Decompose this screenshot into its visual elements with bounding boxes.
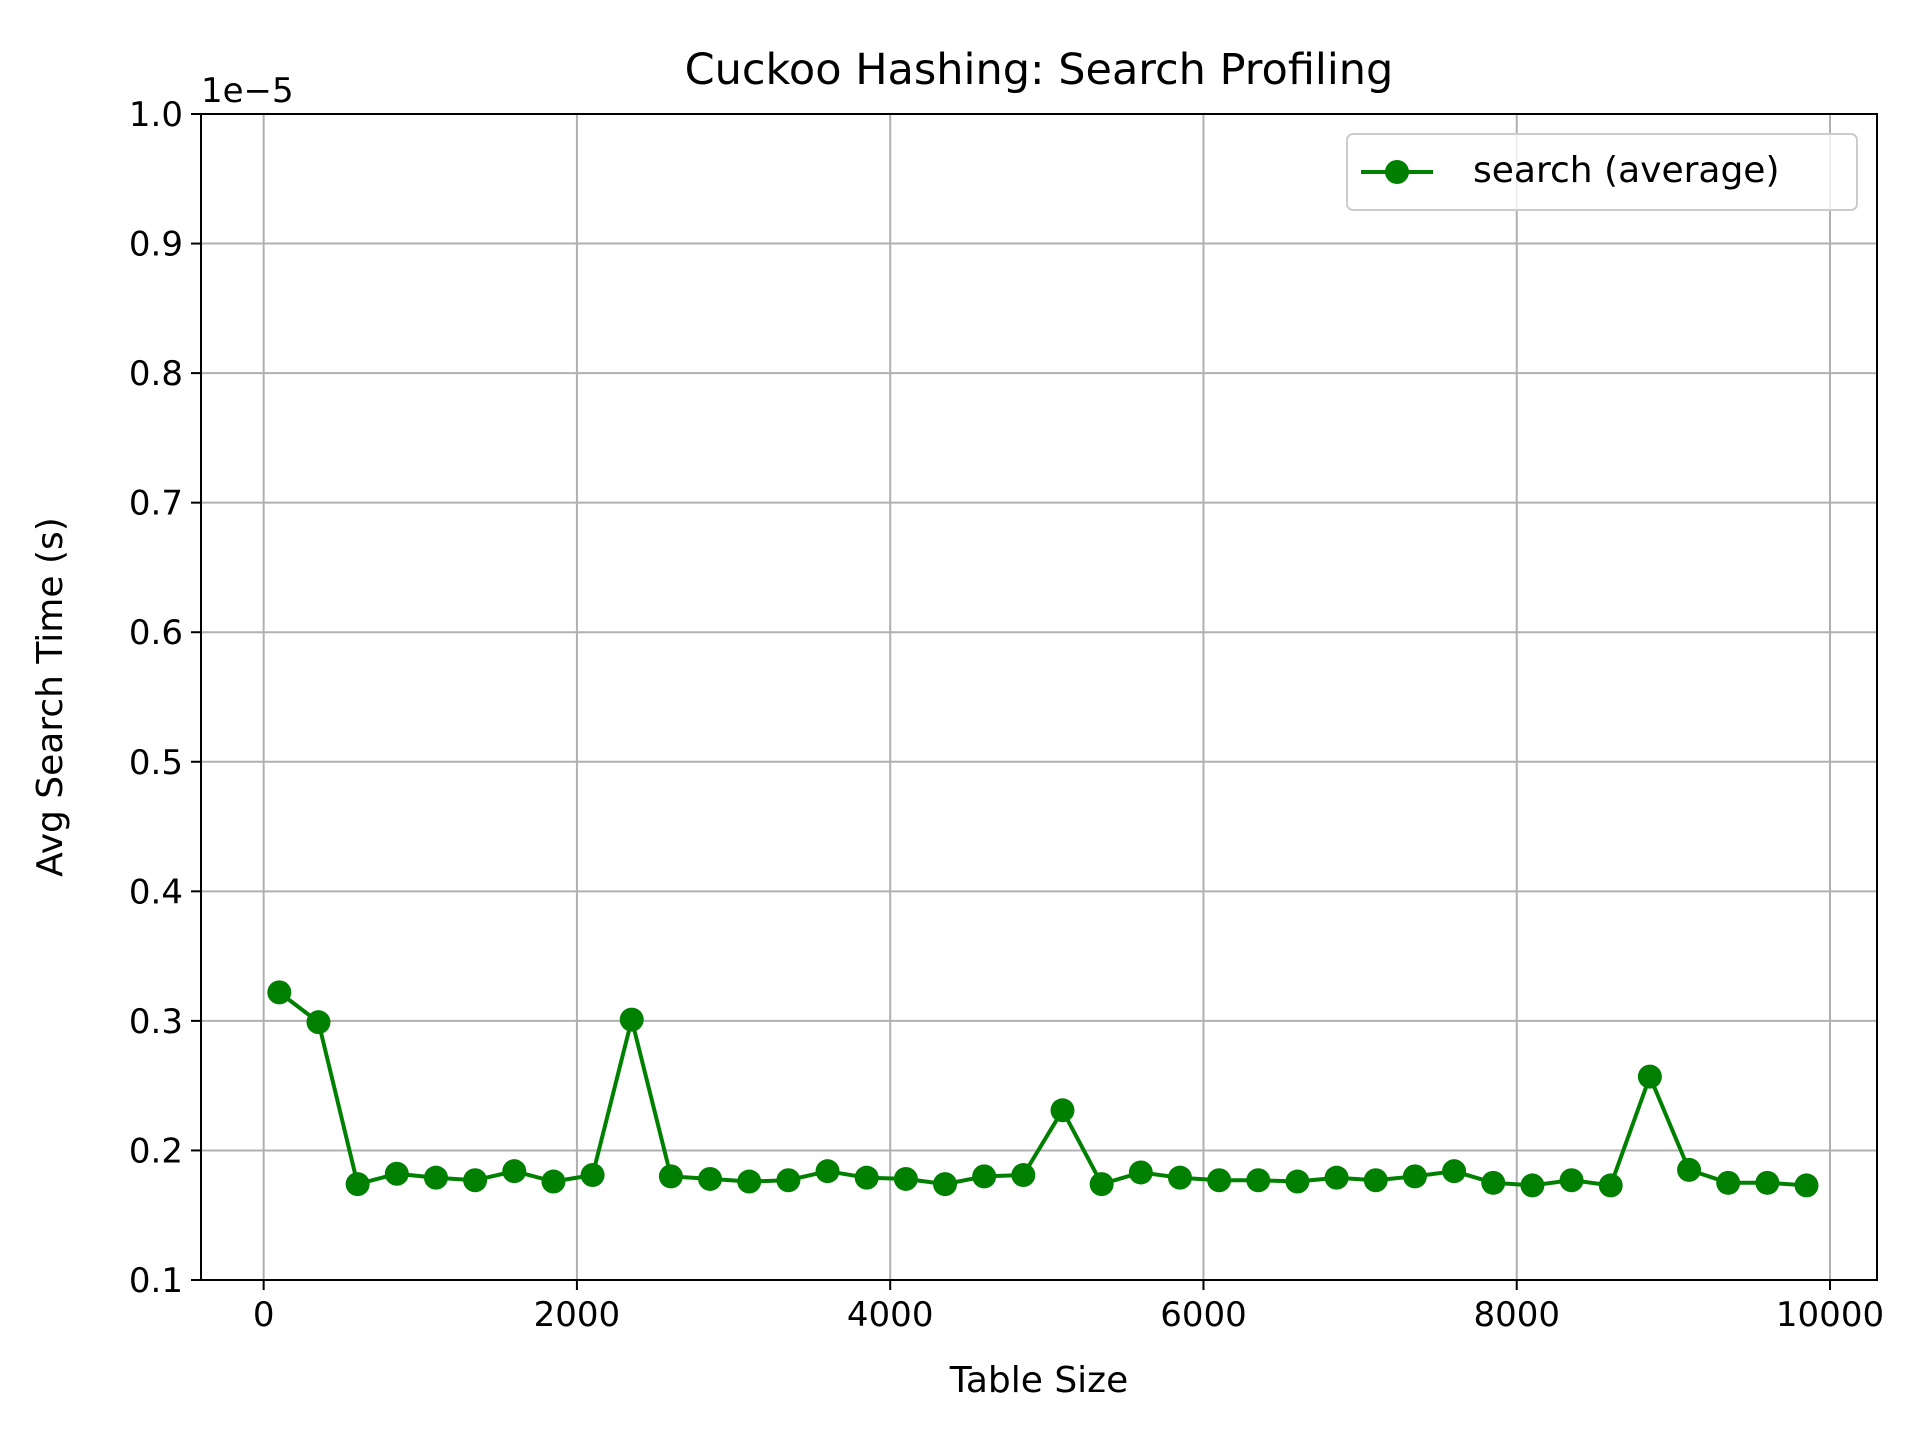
data-point [933, 1172, 958, 1197]
ticks: 0 2000 4000 6000 8000 10000 0.1 0.2 0.3 0.4 0.5 0.6… [129, 95, 1884, 1335]
x-tick-label: 6000 [1160, 1295, 1247, 1335]
data-point [1442, 1159, 1467, 1184]
data-point [619, 1007, 644, 1032]
data-point [1559, 1168, 1584, 1193]
y-tick-label: 0.6 [129, 613, 183, 653]
data-point [815, 1159, 840, 1184]
grid [201, 113, 1877, 1281]
data-point [502, 1159, 527, 1184]
data-point [1637, 1064, 1662, 1089]
data-point [1128, 1160, 1153, 1185]
data-point [1246, 1168, 1271, 1193]
data-point [776, 1168, 801, 1193]
y-tick-label: 0.7 [129, 484, 183, 524]
y-tick-label: 0.1 [129, 1261, 183, 1301]
data-point [1402, 1164, 1427, 1189]
data-point [1089, 1172, 1114, 1197]
chart-title: Cuckoo Hashing: Search Profiling [685, 45, 1394, 95]
data-point [1481, 1170, 1506, 1195]
x-tick-label: 4000 [847, 1295, 934, 1335]
y-axis-offset-label: 1e−5 [201, 71, 294, 111]
data-point [737, 1169, 762, 1194]
data-point [1167, 1165, 1192, 1190]
x-tick-label: 10000 [1776, 1295, 1884, 1335]
x-tick-label: 8000 [1473, 1295, 1560, 1335]
data-point [1285, 1169, 1310, 1194]
data-point [1755, 1170, 1780, 1195]
data-point [893, 1166, 918, 1191]
y-tick-label: 0.5 [129, 743, 183, 783]
x-tick-label: 2000 [534, 1295, 621, 1335]
y-tick-label: 0.3 [129, 1002, 183, 1042]
y-axis-label: Avg Search Time (s) [30, 517, 71, 877]
y-tick-label: 0.2 [129, 1131, 183, 1171]
legend-box [1346, 133, 1858, 211]
data-point [384, 1161, 409, 1186]
y-tick-label: 0.4 [129, 872, 183, 912]
data-point [306, 1010, 331, 1035]
y-tick-label: 0.9 [129, 225, 183, 265]
data-point [698, 1166, 723, 1191]
data-point [1363, 1168, 1388, 1193]
data-point [1207, 1168, 1232, 1193]
y-tick-label: 0.8 [129, 354, 183, 394]
data-point [580, 1163, 605, 1188]
data-point [1050, 1098, 1075, 1123]
data-point [1677, 1157, 1702, 1182]
data-point [1324, 1165, 1349, 1190]
y-tick-label: 1.0 [129, 95, 183, 135]
data-point [972, 1164, 997, 1189]
data-point [1716, 1170, 1741, 1195]
data-point [1520, 1173, 1545, 1198]
legend-marker-swatch [1385, 160, 1409, 184]
series-line [278, 990, 1807, 1188]
data-point [1011, 1163, 1036, 1188]
x-axis-label: Table Size [949, 1360, 1128, 1401]
series-layer [267, 980, 1819, 1198]
plot-frame [200, 113, 1878, 1281]
x-tick-label: 0 [253, 1295, 275, 1335]
data-point [463, 1168, 488, 1193]
data-point [1598, 1173, 1623, 1198]
data-point [423, 1165, 448, 1190]
data-point [541, 1169, 566, 1194]
data-point [854, 1165, 879, 1190]
legend: search (average) [1346, 133, 1858, 211]
data-point [1794, 1173, 1819, 1198]
legend-label: search (average) [1473, 150, 1780, 191]
data-point [345, 1172, 370, 1197]
data-point [658, 1164, 683, 1189]
data-point [267, 980, 292, 1005]
